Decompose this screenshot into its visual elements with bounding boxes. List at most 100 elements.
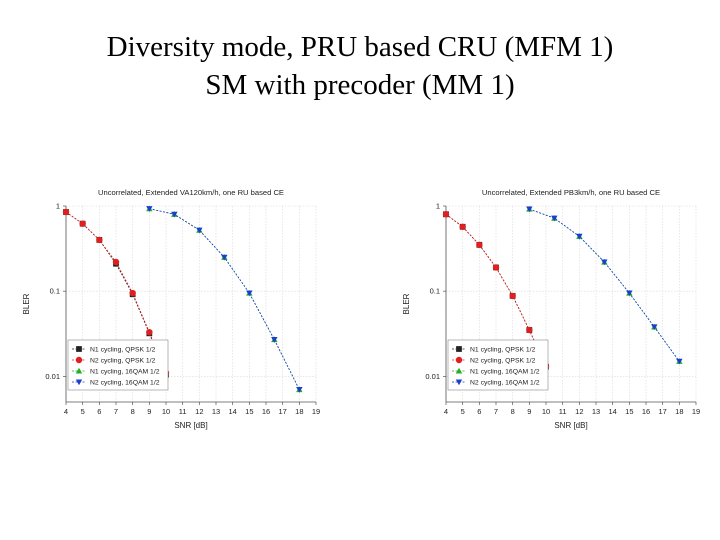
legend-label: N2 cycling, QPSK 1/2 [90,358,156,365]
x-tick-label: 12 [575,407,583,416]
x-tick-label: 8 [511,407,515,416]
x-tick-label: 5 [461,407,465,416]
data-point [442,211,450,218]
y-axis-label: BLER [402,293,411,314]
chart-title: Uncorrelated, Extended VA120km/h, one RU… [98,188,284,197]
y-tick-label: 1 [436,202,440,211]
legend-marker [75,356,83,364]
slide-title: Diversity mode, PRU based CRU (MFM 1) SM… [0,28,720,104]
data-point [476,241,483,249]
x-tick-label: 19 [692,407,700,416]
legend-marker [75,379,83,386]
data-point [526,326,533,334]
data-point [509,292,516,300]
series-4 [526,206,683,365]
x-tick-label: 10 [542,407,550,416]
y-tick-label: 0.01 [45,372,60,381]
title-line-1: Diversity mode, PRU based CRU (MFM 1) [106,31,614,63]
legend-marker [75,367,83,374]
legend-marker [76,346,82,352]
legend-label: N1 cycling, 16QAM 1/2 [470,369,540,376]
x-tick-label: 14 [608,407,616,416]
x-axis-label: SNR [dB] [554,421,587,430]
x-tick-label: 4 [64,407,68,416]
data-point [551,215,558,222]
x-tick-label: 4 [444,407,448,416]
data-point [221,254,228,261]
data-point [651,324,658,331]
data-point [196,227,203,234]
x-tick-label: 17 [278,407,286,416]
legend-label: N1 cycling, QPSK 1/2 [470,347,536,354]
x-tick-label: 17 [658,407,666,416]
y-tick-label: 0.1 [430,287,440,296]
legend-label: N1 cycling, 16QAM 1/2 [90,369,160,376]
data-point [112,258,120,266]
x-tick-label: 6 [97,407,101,416]
legend-marker [455,367,463,374]
bler-chart-right: Uncorrelated, Extended PB3km/h, one RU b… [402,188,700,430]
x-tick-label: 14 [228,407,236,416]
x-tick-label: 7 [494,407,498,416]
data-point [79,220,86,227]
series-line [529,208,680,362]
legend: N1 cycling, QPSK 1/2 N2 cycling, QPSK 1/2… [67,339,169,391]
series-3 [146,205,303,393]
x-tick-label: 16 [642,407,650,416]
data-point [146,206,153,212]
data-point [676,358,683,365]
series-line [529,208,680,362]
data-point [246,290,253,297]
series-line [149,208,300,390]
x-tick-label: 9 [527,407,531,416]
data-point [146,328,153,336]
x-tick-label: 6 [477,407,481,416]
y-axis-label: BLER [22,293,31,314]
data-point [271,337,278,343]
title-line-2: SM with precoder (MM 1) [205,69,515,101]
legend-label: N2 cycling, QPSK 1/2 [470,358,536,365]
series-4 [146,206,303,393]
x-tick-label: 10 [162,407,170,416]
bler-chart-left: Uncorrelated, Extended VA120km/h, one RU… [22,188,320,430]
data-point [171,211,178,218]
x-tick-label: 12 [195,407,203,416]
x-tick-label: 11 [179,407,187,416]
x-axis-label: SNR [dB] [174,421,207,430]
data-point [601,259,608,266]
legend-box [67,339,169,391]
legend-box [447,339,549,391]
legend-label: N2 cycling, 16QAM 1/2 [90,380,160,387]
x-tick-label: 18 [675,407,683,416]
x-tick-label: 5 [81,407,85,416]
data-point [296,386,303,393]
x-tick-label: 13 [212,407,220,416]
data-point [526,206,533,213]
series-3 [526,205,683,364]
chart-title: Uncorrelated, Extended PB3km/h, one RU b… [482,188,660,197]
data-point [129,289,136,297]
x-tick-label: 13 [592,407,600,416]
x-tick-label: 16 [262,407,270,416]
data-point [626,290,633,297]
legend-label: N1 cycling, QPSK 1/2 [90,347,156,354]
y-tick-label: 0.01 [425,372,440,381]
legend-marker [455,379,463,386]
x-tick-label: 15 [245,407,253,416]
y-tick-label: 0.1 [50,287,60,296]
data-point [96,236,103,244]
legend: N1 cycling, QPSK 1/2 N2 cycling, QPSK 1/2… [447,339,549,391]
data-point [576,233,583,240]
legend-marker [455,356,463,364]
x-tick-label: 9 [147,407,151,416]
x-tick-label: 8 [131,407,135,416]
x-tick-label: 18 [295,407,303,416]
data-point [459,223,466,230]
x-tick-label: 11 [559,407,567,416]
x-tick-label: 15 [625,407,633,416]
series-2 [442,211,550,370]
legend-label: N2 cycling, 16QAM 1/2 [470,380,540,387]
series-line [149,208,300,390]
y-tick-label: 1 [56,202,60,211]
data-point [492,264,500,271]
